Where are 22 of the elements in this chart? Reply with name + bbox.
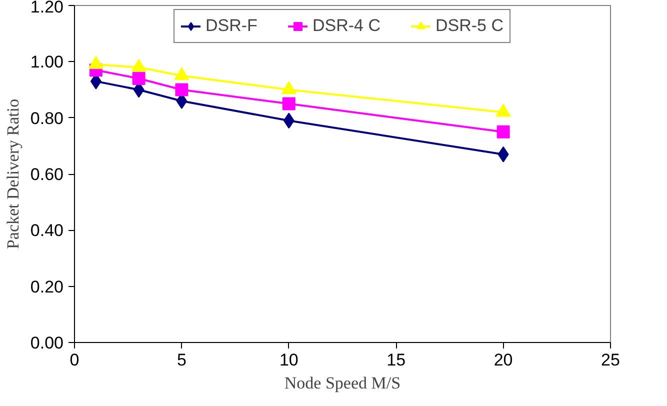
x-tick-label: 15 [386, 350, 406, 370]
y-tick-label: 0.80 [30, 108, 64, 128]
y-tick-label: 0.00 [30, 334, 64, 352]
y-tick-label: 0.20 [30, 277, 64, 296]
legend-label: DSR-4 C [312, 16, 380, 36]
x-tick-label: 20 [494, 350, 513, 370]
x-tick-label: 10 [279, 350, 298, 370]
point [282, 97, 296, 110]
point [496, 125, 510, 138]
legend-label: DSR-F [206, 16, 258, 36]
x-tick-label: 0 [70, 350, 80, 370]
y-tick-label: 1.20 [30, 0, 64, 16]
y-tick-label: 1.00 [30, 52, 64, 72]
y-tick-label: 0.40 [30, 221, 64, 240]
y-tick-label: 0.60 [30, 165, 64, 184]
point [175, 83, 188, 96]
x-axis-title: Node Speed M/S [284, 374, 401, 392]
x-tick-label: 25 [601, 350, 620, 370]
x-tick-label: 5 [176, 350, 186, 370]
y-axis-title: Packet Delivery Ratio [3, 98, 22, 250]
legend-label: DSR-5 C [435, 16, 504, 36]
point [132, 72, 146, 86]
